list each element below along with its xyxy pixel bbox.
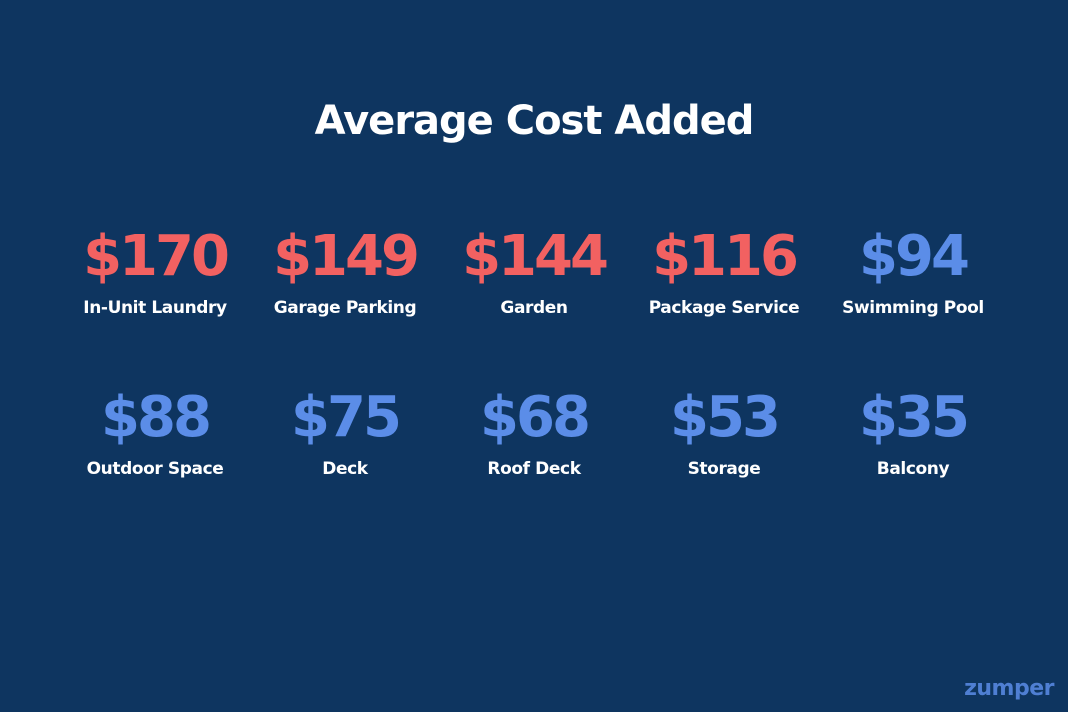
stat-label: Balcony — [876, 459, 950, 479]
stat-label: Storage — [687, 459, 761, 479]
stat-package-service: $116 Package Service — [624, 226, 824, 319]
stat-label: Garden — [500, 298, 568, 318]
stat-value: $75 — [291, 385, 402, 450]
zumper-logo: zumper — [964, 676, 1054, 701]
stat-label: Package Service — [648, 298, 800, 318]
stat-garage-parking: $149 Garage Parking — [245, 226, 445, 319]
stat-label: Deck — [322, 459, 368, 479]
stat-in-unit-laundry: $170 In-Unit Laundry — [55, 226, 255, 319]
stat-value: $53 — [670, 385, 781, 450]
stat-garden: $144 Garden — [434, 226, 634, 319]
stat-label: Swimming Pool — [842, 298, 984, 318]
stat-swimming-pool: $94 Swimming Pool — [813, 226, 1013, 319]
stat-deck: $75 Deck — [245, 387, 445, 480]
stat-value: $116 — [652, 224, 799, 289]
stat-label: Roof Deck — [487, 459, 581, 479]
stat-value: $35 — [859, 385, 970, 450]
stat-label: Garage Parking — [273, 298, 417, 318]
stat-value: $149 — [273, 224, 420, 289]
stat-value: $94 — [859, 224, 970, 289]
stat-value: $170 — [83, 224, 230, 289]
stat-label: In-Unit Laundry — [83, 298, 227, 318]
page-title: Average Cost Added — [314, 98, 755, 144]
stat-outdoor-space: $88 Outdoor Space — [55, 387, 255, 480]
stat-label: Outdoor Space — [86, 459, 224, 479]
stat-value: $144 — [462, 224, 609, 289]
stat-value: $88 — [101, 385, 212, 450]
stat-roof-deck: $68 Roof Deck — [434, 387, 634, 480]
stat-value: $68 — [480, 385, 591, 450]
stat-storage: $53 Storage — [624, 387, 824, 480]
stat-balcony: $35 Balcony — [813, 387, 1013, 480]
